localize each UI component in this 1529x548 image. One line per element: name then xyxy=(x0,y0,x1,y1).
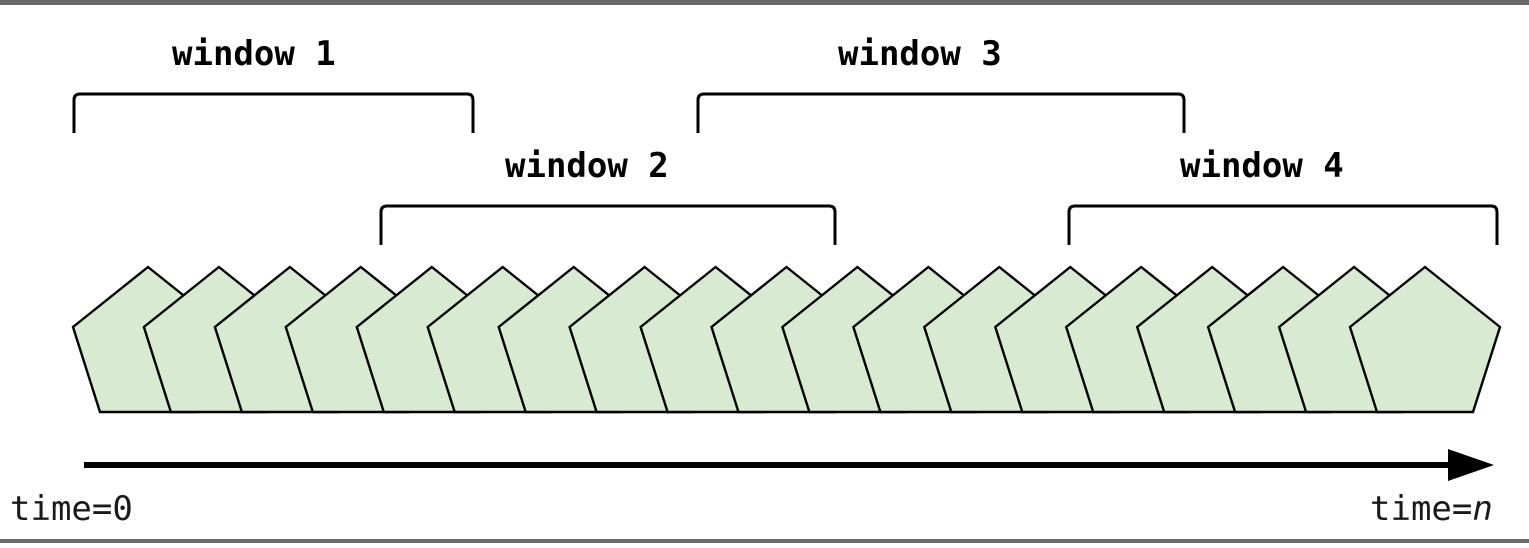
window-2-bracket xyxy=(379,204,837,245)
window-1-label: window 1 xyxy=(172,34,336,74)
time-axis-arrowhead xyxy=(1448,449,1494,481)
diagram-canvas xyxy=(71,92,1502,481)
window-4-bracket xyxy=(1067,204,1499,245)
window-4-label: window 4 xyxy=(1180,146,1344,186)
window-1-bracket xyxy=(72,92,475,133)
time-end-variable: n xyxy=(1472,489,1493,529)
time-end-label: time=n xyxy=(1370,492,1493,526)
time-start-label: time=0 xyxy=(10,489,133,529)
window-3-bracket xyxy=(696,92,1186,133)
event-sequence xyxy=(71,265,1502,414)
window-3-label: window 3 xyxy=(838,34,1002,74)
event-pentagon xyxy=(1348,265,1502,414)
window-2-label: window 2 xyxy=(505,146,669,186)
time-end-prefix: time= xyxy=(1370,489,1473,529)
